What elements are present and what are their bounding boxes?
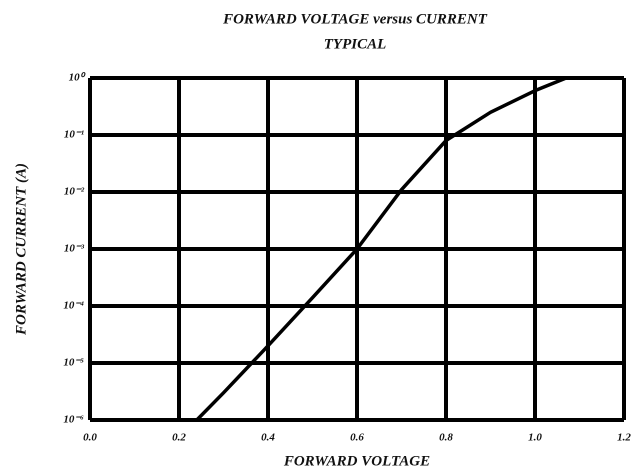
data-line (195, 76, 567, 422)
chart-title: FORWARD VOLTAGE versus CURRENT (222, 11, 488, 27)
x-tick-label: 0.0 (83, 432, 97, 444)
chart-subtitle: TYPICAL (324, 36, 387, 52)
x-axis-label: FORWARD VOLTAGE (283, 453, 430, 469)
y-axis-label: FORWARD CURRENT (A) (13, 163, 29, 336)
y-tick-label: 10⁻⁴ (63, 300, 84, 312)
y-tick-label: 10⁻³ (64, 243, 85, 255)
x-tick-label: 1.2 (617, 432, 631, 444)
y-tick-label: 10⁻² (64, 186, 85, 198)
x-tick-label: 0.2 (172, 432, 186, 444)
y-tick-label: 10⁻⁶ (63, 414, 84, 426)
x-tick-label: 0.4 (261, 432, 275, 444)
x-tick-label: 1.0 (528, 432, 542, 444)
y-tick-label: 10⁻⁵ (63, 357, 84, 369)
y-tick-label: 10⁰ (69, 72, 87, 84)
y-tick-label: 10⁻¹ (64, 129, 84, 141)
x-tick-label: 0.8 (439, 432, 453, 444)
x-tick-label: 0.6 (350, 432, 364, 444)
